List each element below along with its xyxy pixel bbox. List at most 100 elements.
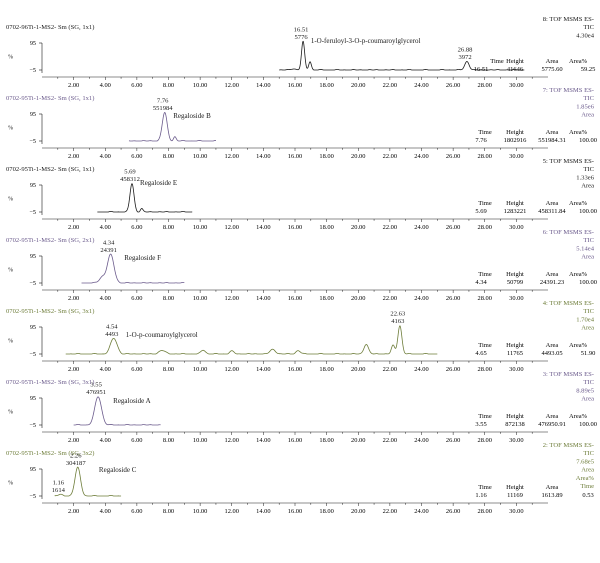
peak-label: 7.76 bbox=[157, 98, 169, 105]
trace-info-line: Area bbox=[581, 467, 594, 474]
x-tick-label: 22.00 bbox=[383, 295, 397, 302]
table-cell: 4493.05 bbox=[541, 350, 562, 357]
table-cell: 872138 bbox=[505, 421, 525, 428]
peak-label: 3.55 bbox=[90, 382, 102, 389]
table-cell: 1283221 bbox=[504, 208, 527, 215]
table-header: Height bbox=[506, 413, 524, 420]
x-tick-label: 14.00 bbox=[256, 153, 270, 160]
trace-info-line: 6: TOF MSMS ES- bbox=[543, 229, 594, 236]
table-header: Time bbox=[478, 413, 492, 420]
x-tick-label: 12.00 bbox=[225, 82, 239, 89]
x-tick-label: 24.00 bbox=[414, 82, 428, 89]
trace-info-line: Area bbox=[581, 112, 594, 119]
trace-line bbox=[65, 325, 438, 355]
table-header: Area bbox=[546, 484, 559, 491]
y-tick-label: −5 bbox=[29, 209, 36, 216]
x-tick-label: 30.00 bbox=[509, 224, 523, 231]
x-tick-label: 2.00 bbox=[68, 153, 79, 160]
x-tick-label: 16.00 bbox=[288, 153, 302, 160]
table-cell: 3.55 bbox=[475, 421, 486, 428]
table-cell: 11765 bbox=[507, 350, 523, 357]
trace-info-line: 8.89e5 bbox=[576, 387, 594, 394]
trace-info-line: TIC bbox=[583, 379, 594, 386]
x-tick-label: 20.00 bbox=[351, 366, 365, 373]
compound-name: Regaloside C bbox=[99, 466, 137, 474]
x-tick-label: 6.00 bbox=[131, 153, 142, 160]
trace-info-line: 4.30e4 bbox=[576, 32, 594, 39]
x-tick-label: 10.00 bbox=[193, 153, 207, 160]
compound-name: 1-O-p-coumaroylglycerol bbox=[126, 331, 198, 339]
sample-name: 0702-96Ti-1-MS2- Sm (SG, 1x1) bbox=[6, 24, 94, 31]
x-tick-label: 20.00 bbox=[351, 224, 365, 231]
compound-name: Regaloside E bbox=[140, 179, 177, 187]
x-tick-label: 2.00 bbox=[68, 295, 79, 302]
table-header: Area% bbox=[569, 129, 588, 136]
x-tick-label: 18.00 bbox=[319, 295, 333, 302]
x-tick-label: 8.00 bbox=[163, 295, 174, 302]
table-cell: 4.34 bbox=[475, 279, 487, 286]
compound-name: 1-O-feruloyl-3-O-p-coumaroylglycerol bbox=[311, 37, 421, 45]
peak-label: 4493 bbox=[105, 331, 119, 338]
x-tick-label: 4.00 bbox=[100, 295, 111, 302]
peak-label: 16.51 bbox=[294, 27, 309, 34]
table-header: Time bbox=[478, 342, 492, 349]
table-cell: 4.65 bbox=[475, 350, 486, 357]
x-tick-label: 26.00 bbox=[446, 437, 460, 444]
x-tick-label: 16.00 bbox=[288, 437, 302, 444]
y-tick-label: 95 bbox=[30, 111, 36, 118]
table-header: Time bbox=[478, 484, 492, 491]
y-tick-label: 95 bbox=[30, 253, 36, 260]
x-tick-label: 6.00 bbox=[131, 224, 142, 231]
x-tick-label: 8.00 bbox=[163, 153, 174, 160]
table-header: Area bbox=[546, 58, 559, 65]
table-header: Height bbox=[506, 129, 524, 136]
table-header: Area% bbox=[569, 200, 588, 207]
table-header: Area% bbox=[569, 271, 588, 278]
x-tick-label: 14.00 bbox=[256, 295, 270, 302]
table-cell: 50799 bbox=[507, 279, 523, 286]
sample-name: 0702-95Ti-1-MS2- Sm (SG, 2x1) bbox=[6, 237, 94, 244]
y-tick-label: −5 bbox=[29, 67, 36, 74]
trace-line bbox=[54, 466, 122, 497]
table-cell: 476950.91 bbox=[538, 421, 566, 428]
peak-label: 5776 bbox=[294, 34, 308, 41]
x-tick-label: 30.00 bbox=[509, 153, 523, 160]
x-tick-label: 4.00 bbox=[100, 153, 111, 160]
table-header: Area% bbox=[569, 342, 588, 349]
x-tick-label: 18.00 bbox=[319, 82, 333, 89]
peak-label: 5.69 bbox=[124, 169, 136, 176]
table-header: Height bbox=[506, 271, 524, 278]
trace-info-line: 5: TOF MSMS ES- bbox=[543, 158, 594, 165]
x-tick-label: 14.00 bbox=[256, 508, 270, 515]
x-tick-label: 22.00 bbox=[383, 224, 397, 231]
x-tick-label: 6.00 bbox=[131, 295, 142, 302]
y-tick-label: −5 bbox=[29, 138, 36, 145]
chromatogram-panel: 0702-95Ti-1-MS2- Sm (SG, 1x1) 5: TOF MSMS… bbox=[6, 158, 597, 231]
x-tick-label: 28.00 bbox=[478, 82, 492, 89]
x-tick-label: 12.00 bbox=[225, 366, 239, 373]
y-tick-label: 95 bbox=[30, 324, 36, 331]
chromatogram-panel: 0702-96Ti-1-MS2- Sm (SG, 1x1) 8: TOF MSMS… bbox=[6, 16, 595, 89]
x-tick-label: 24.00 bbox=[414, 153, 428, 160]
trace-line bbox=[128, 111, 216, 142]
table-header: Time bbox=[478, 200, 492, 207]
x-tick-label: 24.00 bbox=[414, 366, 428, 373]
peak-label: 24391 bbox=[100, 247, 116, 254]
trace-info-line: 8: TOF MSMS ES- bbox=[543, 16, 594, 23]
chromatogram-panel: 0702-95Ti-1-MS2- Sm (SG, 3x2) 2: TOF MSMS… bbox=[6, 442, 595, 515]
sample-name: 0702-95Ti-1-MS2- Sm (SG, 1x1) bbox=[6, 95, 94, 102]
peak-label: 26.88 bbox=[458, 46, 474, 53]
table-cell: 11169 bbox=[507, 492, 523, 499]
trace-info-line: 7: TOF MSMS ES- bbox=[543, 87, 594, 94]
peak-label: 4.54 bbox=[106, 323, 118, 330]
x-tick-label: 16.00 bbox=[288, 82, 302, 89]
table-header: Area bbox=[546, 200, 559, 207]
sample-name: 0702-95Ti-1-MS2- Sm (SG, 3x1) bbox=[6, 379, 94, 386]
table-header: Area% bbox=[569, 413, 588, 420]
x-tick-label: 2.00 bbox=[68, 224, 79, 231]
x-tick-label: 28.00 bbox=[478, 437, 492, 444]
table-header: Area bbox=[546, 271, 559, 278]
trace-info-line: Area bbox=[581, 254, 594, 261]
x-tick-label: 8.00 bbox=[163, 82, 174, 89]
x-tick-label: 28.00 bbox=[478, 508, 492, 515]
